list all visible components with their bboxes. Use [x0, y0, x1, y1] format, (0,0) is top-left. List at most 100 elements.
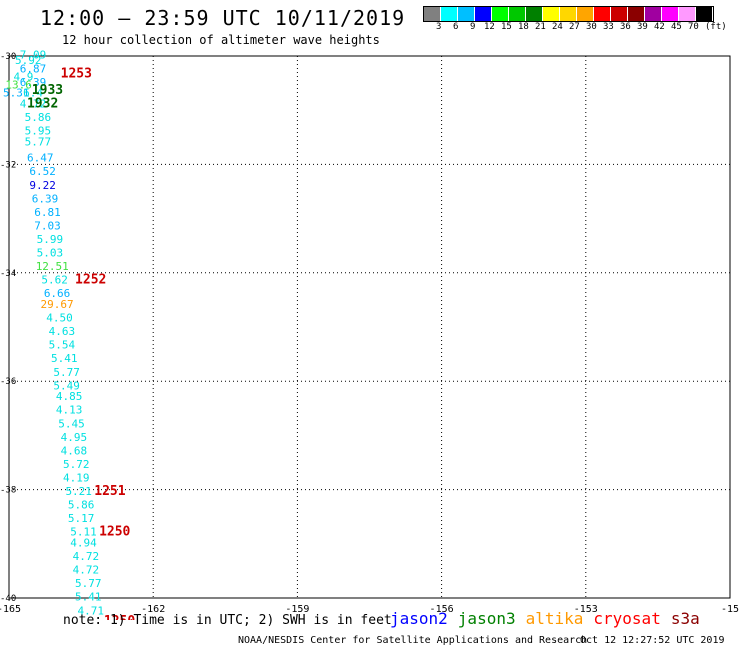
- wave-height-label: 5.95: [25, 125, 52, 138]
- mission-label-cryosat: cryosat: [593, 609, 661, 628]
- wave-height-label: 5.17: [68, 512, 95, 525]
- color-swatch: [526, 7, 543, 21]
- wave-height-label: 4.72: [73, 564, 100, 577]
- wave-height-label: 5.31: [3, 87, 30, 100]
- color-swatch: [458, 7, 475, 21]
- mission-label-altika: altika: [525, 609, 584, 628]
- pass-time-label: 1252: [75, 273, 106, 288]
- y-tick-label: -40: [0, 594, 16, 604]
- wave-height-label: 4.13: [56, 404, 83, 417]
- wave-height-label: 4.72: [20, 97, 47, 110]
- wave-height-label: 5.62: [41, 274, 68, 287]
- plot-frame: [8, 55, 731, 599]
- color-swatch: [645, 7, 662, 21]
- pass-time-label: 1251: [94, 484, 125, 499]
- legend-tick-label: 15: [501, 22, 512, 32]
- wave-height-label: 12.51: [36, 260, 69, 273]
- mission-label-jason3: jason3: [457, 609, 516, 628]
- y-tick-label: -38: [0, 486, 16, 496]
- color-swatch: [679, 7, 696, 21]
- footer-timestamp: Oct 12 12:27:52 UTC 2019: [580, 635, 725, 646]
- footer-credit: NOAA/NESDIS Center for Satellite Applica…: [238, 635, 588, 646]
- legend-tick-label: 18: [518, 22, 529, 32]
- legend-tick-label: 30: [586, 22, 597, 32]
- legend-tick-label: 6: [453, 22, 459, 32]
- wave-height-label: 4.71: [77, 604, 104, 617]
- wave-height-label: 4.19: [63, 471, 90, 484]
- mission-label-jason2: jason2: [390, 609, 448, 628]
- units-note: note: 1) Time is in UTC; 2) SWH is in fe…: [63, 613, 392, 628]
- wave-height-label: 5.58: [77, 618, 104, 620]
- color-scale-legend: [423, 6, 714, 22]
- wave-height-label: 5.21: [65, 485, 92, 498]
- x-tick-label: -15: [721, 604, 739, 615]
- legend-tick-label: 70: [688, 22, 699, 32]
- wave-height-label: 13.6: [5, 79, 32, 92]
- legend-tick-label: 12: [484, 22, 495, 32]
- wave-height-label: 5.54: [49, 339, 76, 352]
- x-tick-label: -159: [285, 604, 309, 615]
- wave-height-label: 5.72: [63, 458, 90, 471]
- color-swatch: [577, 7, 594, 21]
- wave-height-label: 5.03: [37, 247, 64, 260]
- y-tick-label: -36: [0, 377, 16, 387]
- wave-height-label: 5.45: [58, 417, 85, 430]
- wave-height-label: 4.9: [13, 70, 33, 83]
- wave-height-label: 29.67: [41, 298, 74, 311]
- color-swatch: [696, 7, 713, 21]
- color-swatch: [543, 7, 560, 21]
- legend-tick-label: 24: [552, 22, 563, 32]
- wave-height-label: 5.77: [25, 135, 52, 148]
- wave-height-label: 5.86: [25, 111, 52, 124]
- x-tick-label: -156: [430, 604, 454, 615]
- wave-height-label: 5.11: [70, 526, 97, 539]
- legend-tick-label: 42: [654, 22, 665, 32]
- color-swatch: [509, 7, 526, 21]
- pass-time-label: 1250: [99, 525, 130, 540]
- wave-height-label: 4.95: [61, 431, 88, 444]
- color-swatch: [441, 7, 458, 21]
- wave-height-label: 5.77: [53, 366, 80, 379]
- wave-height-label: 4.85: [56, 390, 83, 403]
- wave-height-label: 6.52: [29, 165, 56, 178]
- wave-height-label: 6.81: [34, 206, 61, 219]
- x-tick-label: -153: [574, 604, 598, 615]
- legend-tick-label: 45: [671, 22, 682, 32]
- wave-height-label: 6.47: [27, 152, 54, 165]
- chart-title: 12:00 – 23:59 UTC 10/11/2019: [40, 6, 406, 30]
- chart-subtitle: 12 hour collection of altimeter wave hei…: [62, 33, 380, 47]
- mission-legend: jason2 jason3 altika cryosat s3a: [390, 609, 710, 628]
- wave-height-label: 7.03: [34, 219, 61, 232]
- wave-height-label: 6.39: [20, 76, 47, 89]
- wave-height-label: 6.87: [20, 62, 47, 75]
- color-swatch: [594, 7, 611, 21]
- wave-height-label: 9.22: [29, 179, 56, 192]
- wave-height-label: 6.39: [32, 192, 59, 205]
- x-tick-label: -162: [141, 604, 165, 615]
- color-swatch: [628, 7, 645, 21]
- wave-height-label: 4.68: [61, 444, 88, 457]
- wave-height-label: 6.66: [44, 287, 71, 300]
- legend-tick-label: 21: [535, 22, 546, 32]
- legend-tick-label: 27: [569, 22, 580, 32]
- wave-height-label: 5.99: [37, 233, 64, 246]
- wave-height-label: 5.41: [51, 352, 78, 365]
- wave-height-map: -165 -162 -159 -156 -153 -15 -30 -32 -34 -36 -38 -4…: [0, 49, 739, 620]
- color-swatch: [492, 7, 509, 21]
- wave-height-label: 5.77: [75, 577, 102, 590]
- legend-unit: (ft): [705, 22, 727, 32]
- wave-height-label: 5.49: [53, 379, 80, 392]
- pass-time-label: 1253: [61, 67, 92, 82]
- wave-height-label: 4.72: [73, 550, 100, 563]
- y-tick-label: -34: [0, 269, 16, 279]
- wave-height-label: 7.09: [20, 49, 47, 62]
- legend-tick-label: 39: [637, 22, 648, 32]
- wave-height-label: 4.50: [46, 312, 73, 325]
- legend-tick-label: 33: [603, 22, 614, 32]
- color-swatch: [475, 7, 492, 21]
- pass-time-label: 1932: [27, 96, 58, 111]
- legend-tick-label: 9: [470, 22, 476, 32]
- x-tick-label: -165: [0, 604, 21, 615]
- color-swatch: [611, 7, 628, 21]
- y-tick-label: -32: [0, 160, 16, 170]
